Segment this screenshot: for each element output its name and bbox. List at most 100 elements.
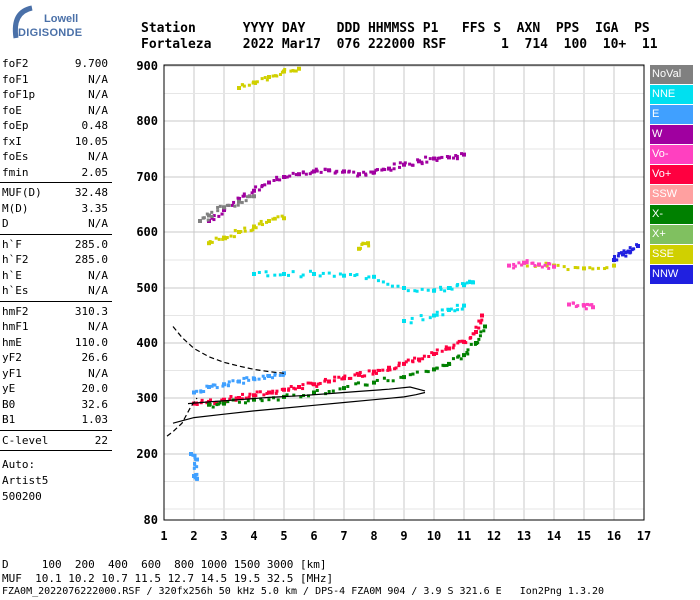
x-tick-label: 2 bbox=[190, 529, 197, 543]
trace-pixel bbox=[301, 170, 305, 174]
param-name: h`F bbox=[2, 237, 22, 251]
trace-pixel bbox=[478, 334, 482, 338]
trace-pixel bbox=[451, 346, 455, 350]
x-tick-label: 10 bbox=[427, 529, 441, 543]
y-tick-label: 200 bbox=[136, 447, 158, 461]
trace-pixel bbox=[332, 379, 336, 383]
param-group-confidence: C-level 22 bbox=[0, 433, 113, 449]
trace-pixel bbox=[382, 376, 386, 380]
trace-pixel bbox=[452, 156, 456, 160]
trace-pixel bbox=[251, 228, 255, 232]
trace-point bbox=[207, 385, 211, 389]
trace-pixel bbox=[272, 396, 276, 400]
trace-pixel bbox=[393, 367, 397, 371]
trace-pixel bbox=[426, 288, 430, 292]
trace-pixel bbox=[315, 384, 319, 388]
divider bbox=[0, 182, 112, 183]
param-row: hmE 110.0 bbox=[0, 335, 113, 351]
trace-pixel bbox=[466, 348, 470, 352]
trace-pixel bbox=[378, 368, 382, 372]
param-row: M(D) 3.35 bbox=[0, 201, 113, 217]
profile-line-dashed bbox=[166, 397, 198, 437]
trace-pixel bbox=[566, 268, 570, 272]
param-value: 2.05 bbox=[81, 165, 109, 179]
trace-pixel bbox=[376, 168, 380, 172]
trace-point bbox=[195, 457, 199, 462]
param-name: foEp bbox=[2, 119, 29, 132]
trace-point bbox=[297, 172, 301, 177]
trace-pixel bbox=[275, 74, 279, 78]
trace-pixel bbox=[231, 203, 235, 207]
param-name: hmF1 bbox=[2, 320, 29, 333]
trace-pixel bbox=[394, 366, 398, 370]
trace-pixel bbox=[374, 168, 378, 172]
trace-pixel bbox=[200, 398, 204, 402]
trace-pixel bbox=[543, 263, 547, 267]
trace-pixel bbox=[396, 284, 400, 288]
trace-pixel bbox=[228, 397, 232, 401]
param-value: 310.3 bbox=[74, 304, 108, 318]
param-value: 3.35 bbox=[81, 201, 109, 215]
trace-pixel bbox=[253, 378, 257, 382]
trace-pixel bbox=[460, 152, 464, 156]
trace-noval bbox=[198, 194, 256, 223]
trace-pixel bbox=[585, 302, 589, 306]
trace-point bbox=[471, 280, 475, 285]
param-group-critical-frequencies: foF2 9.700 foF1 N/A foF1p N/A foE N/A foEp 0.48 fx… bbox=[0, 56, 113, 180]
trace-pixel bbox=[408, 162, 412, 166]
trace-pixel bbox=[410, 316, 414, 320]
trace-pixel bbox=[210, 214, 214, 218]
trace-pixel bbox=[525, 264, 529, 268]
trace-pixel bbox=[195, 472, 199, 476]
footer-distance-row: D 100 200 400 600 800 1000 1500 3000 [km… bbox=[2, 558, 327, 571]
trace-pixel bbox=[193, 453, 197, 457]
trace-pixel bbox=[273, 216, 277, 220]
trace-pixel bbox=[257, 270, 261, 274]
trace-point bbox=[402, 319, 406, 323]
param-row: B0 32.6 bbox=[0, 397, 113, 413]
trace-pixel bbox=[364, 172, 368, 176]
trace-pixel bbox=[347, 169, 351, 173]
trace-e bbox=[189, 371, 286, 481]
trace-pixel bbox=[425, 160, 429, 164]
trace-pixel bbox=[318, 274, 322, 278]
x-tick-label: 7 bbox=[340, 529, 347, 543]
trace-pixel bbox=[264, 270, 268, 274]
trace-pixel bbox=[218, 204, 222, 208]
trace-point bbox=[402, 162, 406, 167]
trace-pixel bbox=[415, 289, 419, 293]
trace-point bbox=[462, 152, 466, 157]
trace-pixel bbox=[398, 165, 402, 169]
trace-pixel bbox=[455, 157, 459, 161]
trace-pixel bbox=[327, 271, 331, 275]
trace-point bbox=[582, 266, 586, 271]
trace-pixel bbox=[289, 69, 293, 73]
trace-pixel bbox=[285, 393, 289, 397]
param-name: C-level bbox=[2, 433, 49, 447]
trace-point bbox=[237, 197, 241, 201]
trace-pixel bbox=[272, 178, 276, 182]
legend-item-ssw: SSW bbox=[650, 185, 693, 204]
trace-pixel bbox=[227, 380, 231, 384]
trace-pixel bbox=[301, 383, 305, 387]
x-tick-label: 16 bbox=[607, 529, 621, 543]
trace-pixel bbox=[397, 361, 401, 365]
param-name: yF1 bbox=[2, 366, 22, 380]
trace-pixel bbox=[265, 78, 269, 82]
trace-pixel bbox=[512, 266, 516, 270]
param-name: hmF2 bbox=[2, 304, 29, 318]
param-row: foE N/A bbox=[0, 103, 113, 119]
trace-point bbox=[621, 252, 625, 257]
trace-point bbox=[366, 241, 370, 246]
trace-point bbox=[474, 330, 478, 334]
trace-pixel bbox=[616, 254, 620, 258]
auto-label: Auto: bbox=[2, 458, 36, 471]
header-values: Fortaleza 2022 Mar17 076 222000 RSF 1 71… bbox=[141, 37, 658, 52]
trace-pixel bbox=[193, 455, 197, 459]
trace-point bbox=[198, 219, 202, 223]
trace-pixel bbox=[367, 369, 371, 373]
trace-pixel bbox=[603, 267, 607, 271]
trace-pixel bbox=[254, 185, 258, 189]
trace-pixel bbox=[435, 158, 439, 162]
trace-pixel bbox=[352, 170, 356, 174]
